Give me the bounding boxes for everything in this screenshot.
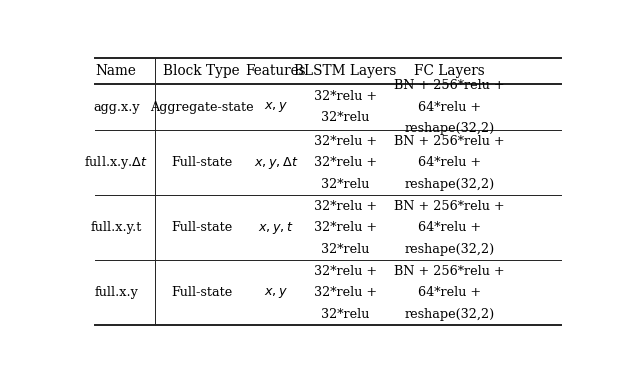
Text: Features: Features [246, 64, 306, 78]
Text: Full-state: Full-state [171, 156, 232, 169]
Text: $x, y$: $x, y$ [264, 286, 288, 300]
Text: Block Type: Block Type [163, 64, 240, 78]
Text: Full-state: Full-state [171, 286, 232, 299]
Text: BN + 256*relu +
64*relu +
reshape(32,2): BN + 256*relu + 64*relu + reshape(32,2) [394, 265, 505, 321]
Text: Full-state: Full-state [171, 221, 232, 234]
Text: 32*relu +
32*relu +
32*relu: 32*relu + 32*relu + 32*relu [314, 135, 377, 191]
Text: $x, y, \Delta t$: $x, y, \Delta t$ [253, 155, 298, 171]
Text: 32*relu +
32*relu +
32*relu: 32*relu + 32*relu + 32*relu [314, 200, 377, 256]
Text: $x, y, t$: $x, y, t$ [258, 220, 294, 236]
Text: full.x.y: full.x.y [94, 286, 138, 299]
Text: agg.x.y: agg.x.y [93, 100, 140, 114]
Text: full.x.y.$\Delta t$: full.x.y.$\Delta t$ [84, 154, 148, 171]
Text: BN + 256*relu +
64*relu +
reshape(32,2): BN + 256*relu + 64*relu + reshape(32,2) [394, 135, 505, 191]
Text: FC Layers: FC Layers [414, 64, 485, 78]
Text: BLSTM Layers: BLSTM Layers [294, 64, 397, 78]
Text: BN + 256*relu +
64*relu +
reshape(32,2): BN + 256*relu + 64*relu + reshape(32,2) [394, 200, 505, 256]
Text: Name: Name [96, 64, 137, 78]
Text: Aggregate-state: Aggregate-state [150, 100, 253, 114]
Text: $x, y$: $x, y$ [264, 100, 288, 114]
Text: 32*relu +
32*relu: 32*relu + 32*relu [314, 90, 377, 124]
Text: full.x.y.t: full.x.y.t [90, 221, 142, 234]
Text: BN + 256*relu +
64*relu +
reshape(32,2): BN + 256*relu + 64*relu + reshape(32,2) [394, 79, 505, 135]
Text: 32*relu +
32*relu +
32*relu: 32*relu + 32*relu + 32*relu [314, 265, 377, 321]
